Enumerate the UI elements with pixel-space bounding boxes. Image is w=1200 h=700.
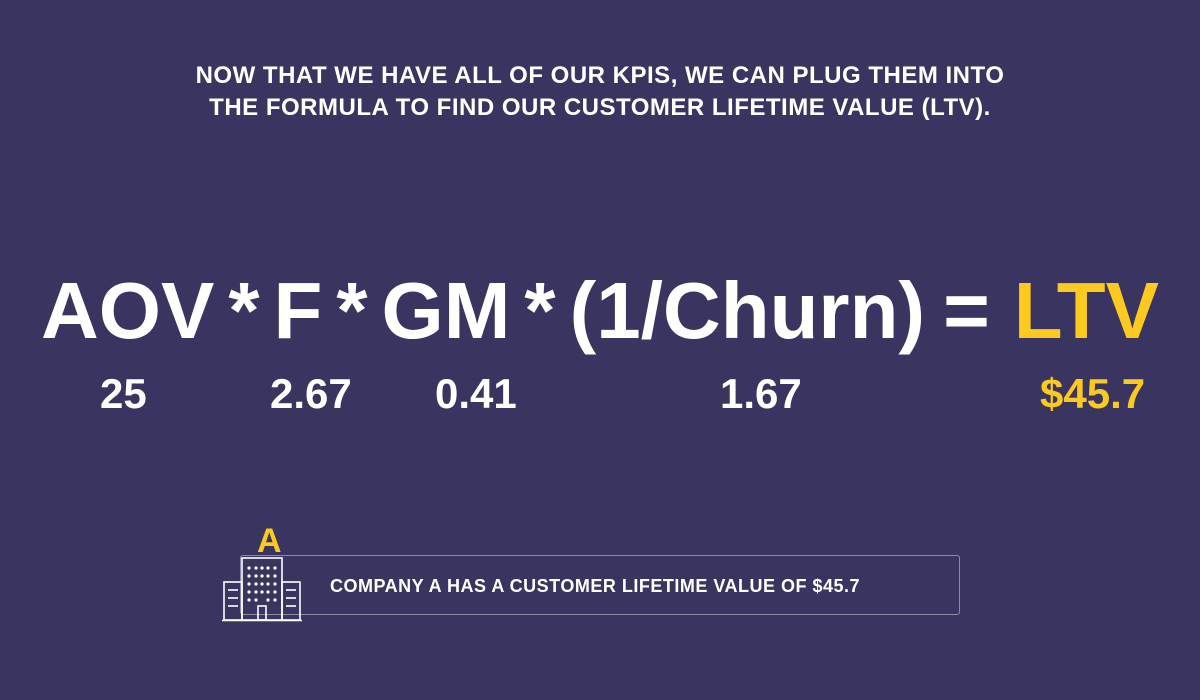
term-churn: (1/Churn) (570, 265, 926, 357)
company-letter: A (257, 522, 282, 561)
value-aov: 25 (100, 370, 147, 418)
op-mul-3: * (510, 265, 569, 357)
value-f: 2.67 (270, 370, 352, 418)
op-mul-1: * (214, 265, 273, 357)
headline-line2: THE FORMULA TO FIND OUR CUSTOMER LIFETIM… (209, 94, 991, 121)
summary-text: COMPANY A HAS A CUSTOMER LIFETIME VALUE … (330, 576, 860, 597)
term-f: F (274, 265, 323, 357)
term-aov: AOV (41, 265, 214, 357)
headline: NOW THAT WE HAVE ALL OF OUR KPIS, WE CAN… (60, 60, 1140, 125)
headline-line1: NOW THAT WE HAVE ALL OF OUR KPIS, WE CAN… (196, 62, 1005, 89)
op-mul-2: * (322, 265, 381, 357)
value-ltv: $45.7 (1040, 370, 1145, 418)
term-ltv: LTV (1014, 265, 1159, 357)
infographic-canvas: NOW THAT WE HAVE ALL OF OUR KPIS, WE CAN… (0, 0, 1200, 700)
value-gm: 0.41 (435, 370, 517, 418)
formula-row: AOV * F * GM * (1/Churn) = LTV (0, 265, 1200, 357)
term-gm: GM (382, 265, 511, 357)
op-eq: = (925, 265, 1014, 357)
value-churn: 1.67 (720, 370, 802, 418)
